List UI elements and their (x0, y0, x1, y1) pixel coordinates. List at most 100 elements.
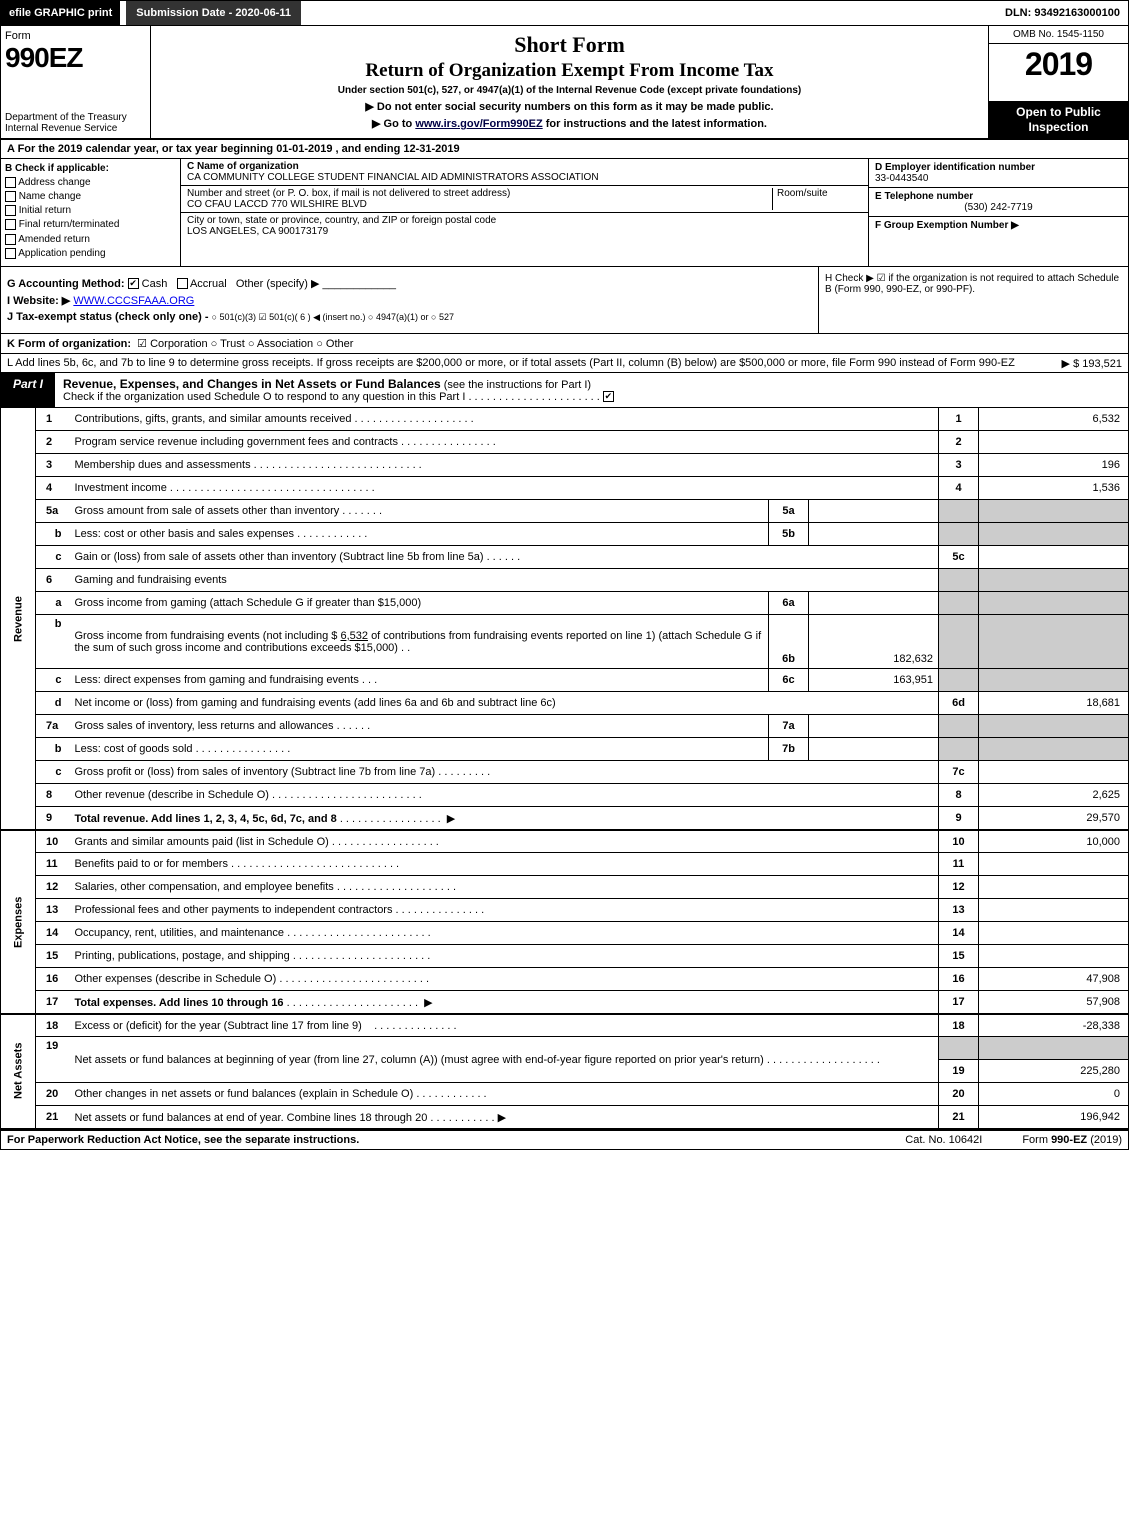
chk-address-change[interactable]: Address change (5, 177, 176, 188)
ln-2: 2 (939, 431, 979, 454)
d-9: Total revenue. Add lines 1, 2, 3, 4, 5c,… (75, 813, 337, 825)
part1-table: Revenue 1 Contributions, gifts, grants, … (0, 408, 1129, 1130)
row-16: 16 Other expenses (describe in Schedule … (1, 968, 1129, 991)
f-group-label: F Group Exemption Number ▶ (875, 220, 1019, 231)
n-2: 2 (36, 431, 70, 454)
d-6a: Gross income from gaming (attach Schedul… (75, 597, 422, 609)
goto-post: for instructions and the latest informat… (546, 118, 767, 130)
sha-6b (979, 615, 1129, 669)
sh-6c (939, 669, 979, 692)
ein-value: 33-0443540 (875, 173, 928, 184)
chk-accrual[interactable] (177, 278, 188, 289)
d-3: Membership dues and assessments (75, 459, 251, 471)
chk-amended-return[interactable]: Amended return (5, 234, 176, 245)
d-4: Investment income (75, 482, 167, 494)
d-19: Net assets or fund balances at beginning… (75, 1054, 764, 1066)
in-6c: 6c (769, 669, 809, 692)
irs-link[interactable]: www.irs.gov/Form990EZ (415, 118, 542, 130)
d-12: Salaries, other compensation, and employ… (75, 881, 334, 893)
form-word: Form (5, 30, 146, 42)
chk-cash[interactable] (128, 278, 139, 289)
pra-notice: For Paperwork Reduction Act Notice, see … (7, 1134, 359, 1146)
n-6c: c (36, 669, 70, 692)
n-6: 6 (36, 569, 70, 592)
website-link[interactable]: WWW.CCCSFAAA.ORG (73, 295, 194, 307)
ln-13: 13 (939, 899, 979, 922)
tax-year: 2019 (989, 44, 1128, 101)
chk-application-pending[interactable]: Application pending (5, 248, 176, 259)
v-13 (979, 899, 1129, 922)
d-18: Excess or (deficit) for the year (Subtra… (75, 1020, 362, 1032)
chk-final-return[interactable]: Final return/terminated (5, 219, 176, 230)
d-6: Gaming and fundraising events (75, 574, 227, 586)
l-amount: ▶ $ 193,521 (1062, 357, 1122, 370)
v-19: 225,280 (979, 1060, 1129, 1083)
header-center: Short Form Return of Organization Exempt… (151, 26, 988, 138)
row-20: 20 Other changes in net assets or fund b… (1, 1083, 1129, 1106)
header-left: Form 990EZ Department of the Treasury In… (1, 26, 151, 138)
iv-5b (809, 523, 939, 546)
v-2 (979, 431, 1129, 454)
c-name-label: C Name of organization (187, 161, 299, 172)
d-17: Total expenses. Add lines 10 through 16 (75, 997, 284, 1009)
ln-18: 18 (939, 1014, 979, 1037)
irs-text: Internal Revenue Service (5, 123, 117, 134)
n-6a: a (36, 592, 70, 615)
n-5b: b (36, 523, 70, 546)
d-16: Other expenses (describe in Schedule O) (75, 973, 277, 985)
d-2: Program service revenue including govern… (75, 436, 398, 448)
n-6d: d (36, 692, 70, 715)
chk-name-change[interactable]: Name change (5, 191, 176, 202)
v-5c (979, 546, 1129, 569)
ln-6d: 6d (939, 692, 979, 715)
d-6d: Net income or (loss) from gaming and fun… (75, 697, 556, 709)
d-7a: Gross sales of inventory, less returns a… (75, 720, 334, 732)
v-11 (979, 853, 1129, 876)
efile-print-button[interactable]: efile GRAPHIC print (1, 1, 120, 25)
v-12 (979, 876, 1129, 899)
iv-5a (809, 500, 939, 523)
n-4: 4 (36, 477, 70, 500)
row-17: 17 Total expenses. Add lines 10 through … (1, 991, 1129, 1014)
org-name: CA COMMUNITY COLLEGE STUDENT FINANCIAL A… (187, 172, 599, 183)
ln-19: 19 (939, 1060, 979, 1083)
iv-6c: 163,951 (809, 669, 939, 692)
j-label: J Tax-exempt status (check only one) - (7, 311, 209, 323)
n-15: 15 (36, 945, 70, 968)
row-3: 3 Membership dues and assessments . . . … (1, 454, 1129, 477)
d-14: Occupancy, rent, utilities, and maintena… (75, 927, 285, 939)
sha-6 (979, 569, 1129, 592)
part1-tag: Part I (1, 373, 55, 407)
row-5a: 5a Gross amount from sale of assets othe… (1, 500, 1129, 523)
row-6d: d Net income or (loss) from gaming and f… (1, 692, 1129, 715)
d-8: Other revenue (describe in Schedule O) (75, 789, 269, 801)
box-def: D Employer identification number 33-0443… (868, 159, 1128, 266)
in-5a: 5a (769, 500, 809, 523)
iv-6a (809, 592, 939, 615)
form-number: 990EZ (5, 42, 146, 74)
g-cash: Cash (142, 278, 168, 290)
v-20: 0 (979, 1083, 1129, 1106)
row-15: 15 Printing, publications, postage, and … (1, 945, 1129, 968)
row-5b: b Less: cost or other basis and sales ex… (1, 523, 1129, 546)
chk-initial-return[interactable]: Initial return (5, 205, 176, 216)
row-14: 14 Occupancy, rent, utilities, and maint… (1, 922, 1129, 945)
row-8: 8 Other revenue (describe in Schedule O)… (1, 784, 1129, 807)
n-17: 17 (36, 991, 70, 1014)
ln-16: 16 (939, 968, 979, 991)
chk-schedule-o[interactable] (603, 391, 614, 402)
v-18: -28,338 (979, 1014, 1129, 1037)
iv-7a (809, 715, 939, 738)
n-6b: b (36, 615, 70, 669)
line-i: I Website: ▶ WWW.CCCSFAAA.ORG (7, 294, 812, 307)
gh-left: G Accounting Method: Cash Accrual Other … (1, 267, 818, 333)
sh-6 (939, 569, 979, 592)
in-5b: 5b (769, 523, 809, 546)
sh-6a (939, 592, 979, 615)
room-suite-label: Room/suite (772, 188, 862, 210)
submission-date-button[interactable]: Submission Date - 2020-06-11 (126, 1, 301, 25)
box-b-header: B Check if applicable: (5, 163, 109, 174)
row-6c: c Less: direct expenses from gaming and … (1, 669, 1129, 692)
d-15: Printing, publications, postage, and shi… (75, 950, 290, 962)
sha-5b (979, 523, 1129, 546)
